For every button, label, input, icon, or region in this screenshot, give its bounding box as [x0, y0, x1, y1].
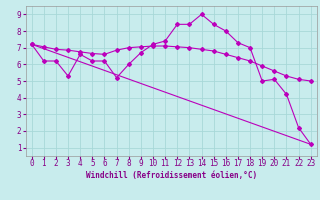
X-axis label: Windchill (Refroidissement éolien,°C): Windchill (Refroidissement éolien,°C): [86, 171, 257, 180]
